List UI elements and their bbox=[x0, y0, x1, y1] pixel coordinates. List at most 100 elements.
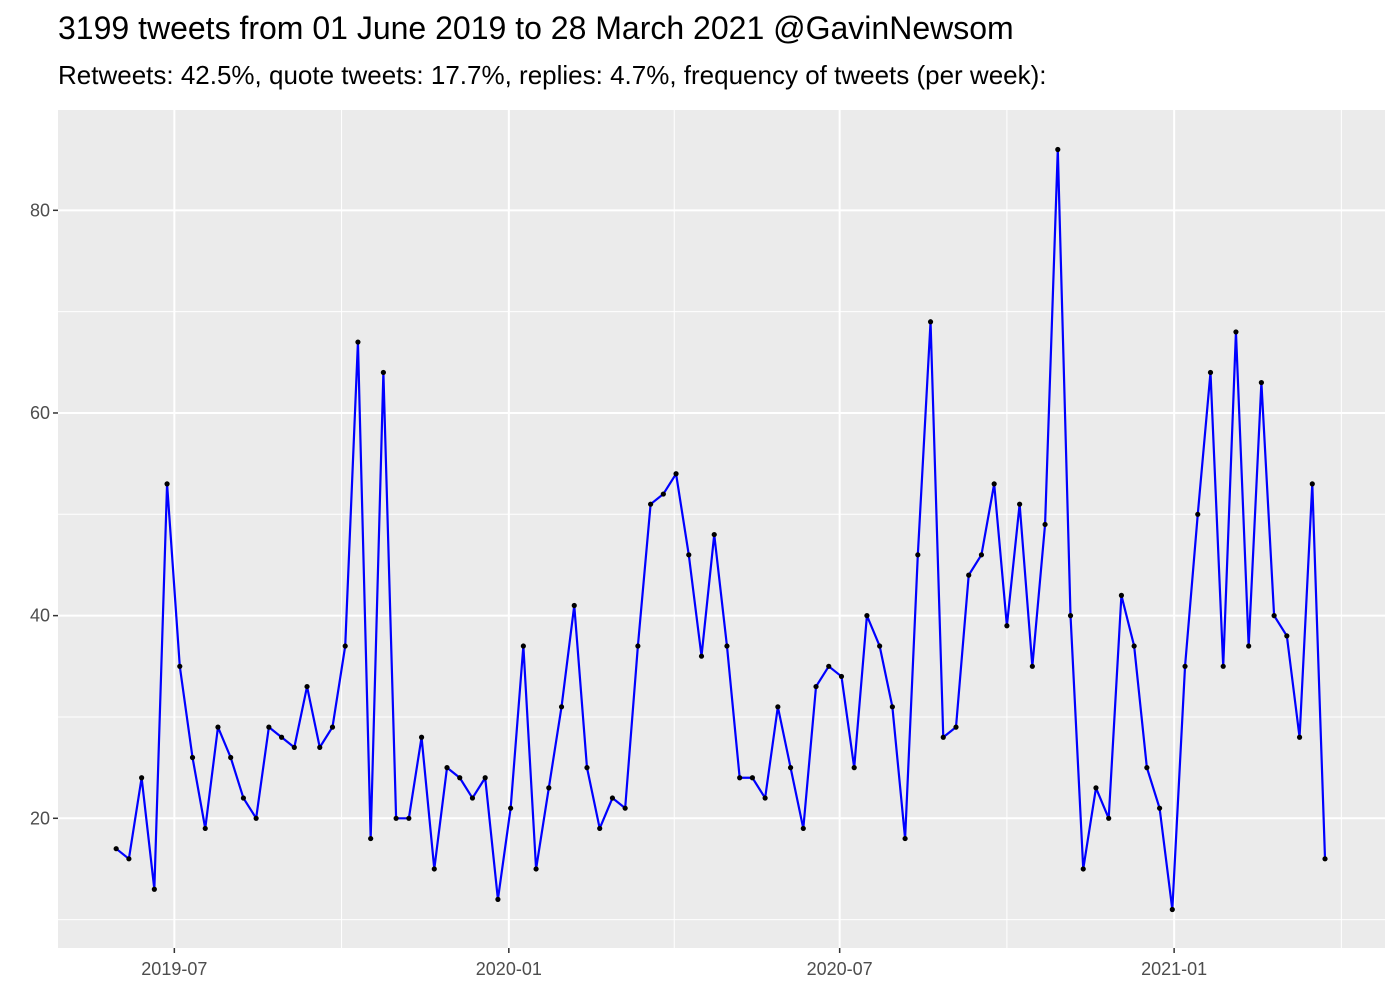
data-point bbox=[1233, 329, 1239, 335]
data-point bbox=[889, 704, 895, 710]
data-point bbox=[1195, 511, 1201, 517]
data-point bbox=[966, 572, 972, 578]
data-point bbox=[189, 754, 196, 761]
data-point bbox=[253, 815, 259, 821]
data-point bbox=[1246, 643, 1252, 649]
data-point bbox=[1207, 369, 1214, 376]
data-point bbox=[940, 734, 946, 740]
data-point bbox=[597, 825, 603, 832]
data-point bbox=[444, 765, 450, 771]
data-point bbox=[686, 552, 692, 558]
data-point bbox=[1156, 805, 1163, 811]
data-point bbox=[1055, 146, 1061, 153]
data-point bbox=[164, 481, 170, 487]
data-point bbox=[508, 805, 514, 811]
x-tick-label: 2019-07 bbox=[141, 959, 207, 979]
data-point bbox=[660, 491, 666, 497]
data-point bbox=[648, 501, 654, 507]
data-point bbox=[813, 683, 819, 690]
data-point bbox=[546, 785, 552, 791]
data-point bbox=[1258, 379, 1264, 386]
data-point bbox=[1322, 856, 1328, 862]
series-line bbox=[115, 148, 1327, 911]
data-point bbox=[228, 754, 234, 761]
data-point bbox=[635, 643, 641, 649]
chart-title: 3199 tweets from 01 June 2019 to 28 Marc… bbox=[58, 10, 1014, 46]
data-point bbox=[304, 683, 310, 690]
data-point bbox=[584, 765, 590, 771]
data-point bbox=[1017, 501, 1023, 507]
data-point bbox=[953, 724, 959, 730]
data-point bbox=[457, 775, 463, 781]
x-tick-label: 2020-01 bbox=[476, 959, 542, 979]
data-point bbox=[1296, 734, 1303, 740]
data-point bbox=[317, 744, 323, 750]
data-point bbox=[1309, 481, 1315, 487]
data-point bbox=[113, 846, 119, 852]
data-point bbox=[673, 471, 679, 477]
data-point bbox=[851, 765, 857, 771]
data-point bbox=[775, 704, 781, 710]
data-point bbox=[431, 866, 437, 872]
data-point bbox=[826, 663, 832, 669]
y-tick-label: 60 bbox=[30, 403, 50, 423]
data-point bbox=[215, 724, 221, 730]
data-point bbox=[902, 835, 908, 842]
data-point bbox=[482, 775, 488, 781]
data-point bbox=[762, 795, 768, 801]
data-point bbox=[393, 815, 399, 821]
data-point bbox=[266, 724, 272, 730]
y-tick-label: 80 bbox=[30, 200, 50, 220]
data-point bbox=[380, 369, 386, 376]
y-tick-label: 40 bbox=[30, 606, 50, 626]
data-point bbox=[1220, 663, 1226, 669]
data-point bbox=[737, 775, 743, 781]
data-point bbox=[291, 744, 297, 750]
data-point bbox=[1042, 521, 1048, 528]
data-point bbox=[724, 643, 730, 649]
data-point bbox=[1080, 866, 1086, 872]
data-point bbox=[711, 531, 717, 538]
data-point bbox=[915, 552, 921, 558]
data-point bbox=[749, 775, 756, 781]
data-point bbox=[495, 896, 501, 902]
data-point bbox=[978, 552, 985, 558]
data-point bbox=[1067, 613, 1074, 619]
data-point bbox=[1004, 623, 1010, 629]
data-point bbox=[469, 795, 476, 801]
data-point bbox=[1093, 785, 1099, 791]
plot-panel bbox=[58, 110, 1385, 948]
data-point bbox=[329, 724, 336, 730]
data-point bbox=[864, 613, 870, 619]
data-point bbox=[787, 765, 794, 771]
data-point bbox=[1169, 906, 1175, 913]
data-point bbox=[520, 643, 526, 649]
data-point bbox=[1144, 765, 1150, 771]
data-point bbox=[838, 673, 845, 680]
chart-subtitle: Retweets: 42.5%, quote tweets: 17.7%, re… bbox=[58, 60, 1047, 90]
data-point bbox=[609, 795, 616, 801]
data-point bbox=[800, 825, 806, 832]
data-point bbox=[1106, 815, 1112, 821]
data-point bbox=[202, 825, 208, 832]
data-point bbox=[1029, 663, 1035, 669]
data-point bbox=[240, 795, 247, 801]
x-tick-label: 2021-01 bbox=[1141, 959, 1207, 979]
x-tick-label: 2020-07 bbox=[807, 959, 873, 979]
data-point bbox=[126, 856, 132, 862]
data-point bbox=[991, 481, 997, 487]
data-point bbox=[139, 775, 145, 781]
data-point bbox=[151, 886, 157, 892]
data-point bbox=[1271, 613, 1277, 619]
data-point bbox=[533, 866, 539, 872]
data-point bbox=[927, 319, 934, 325]
data-point bbox=[368, 835, 374, 842]
data-point bbox=[1284, 633, 1290, 639]
data-point bbox=[278, 734, 285, 740]
data-point bbox=[406, 815, 412, 821]
data-point bbox=[418, 734, 425, 740]
data-point bbox=[342, 643, 348, 649]
data-point bbox=[1131, 643, 1137, 649]
data-point bbox=[571, 602, 577, 609]
